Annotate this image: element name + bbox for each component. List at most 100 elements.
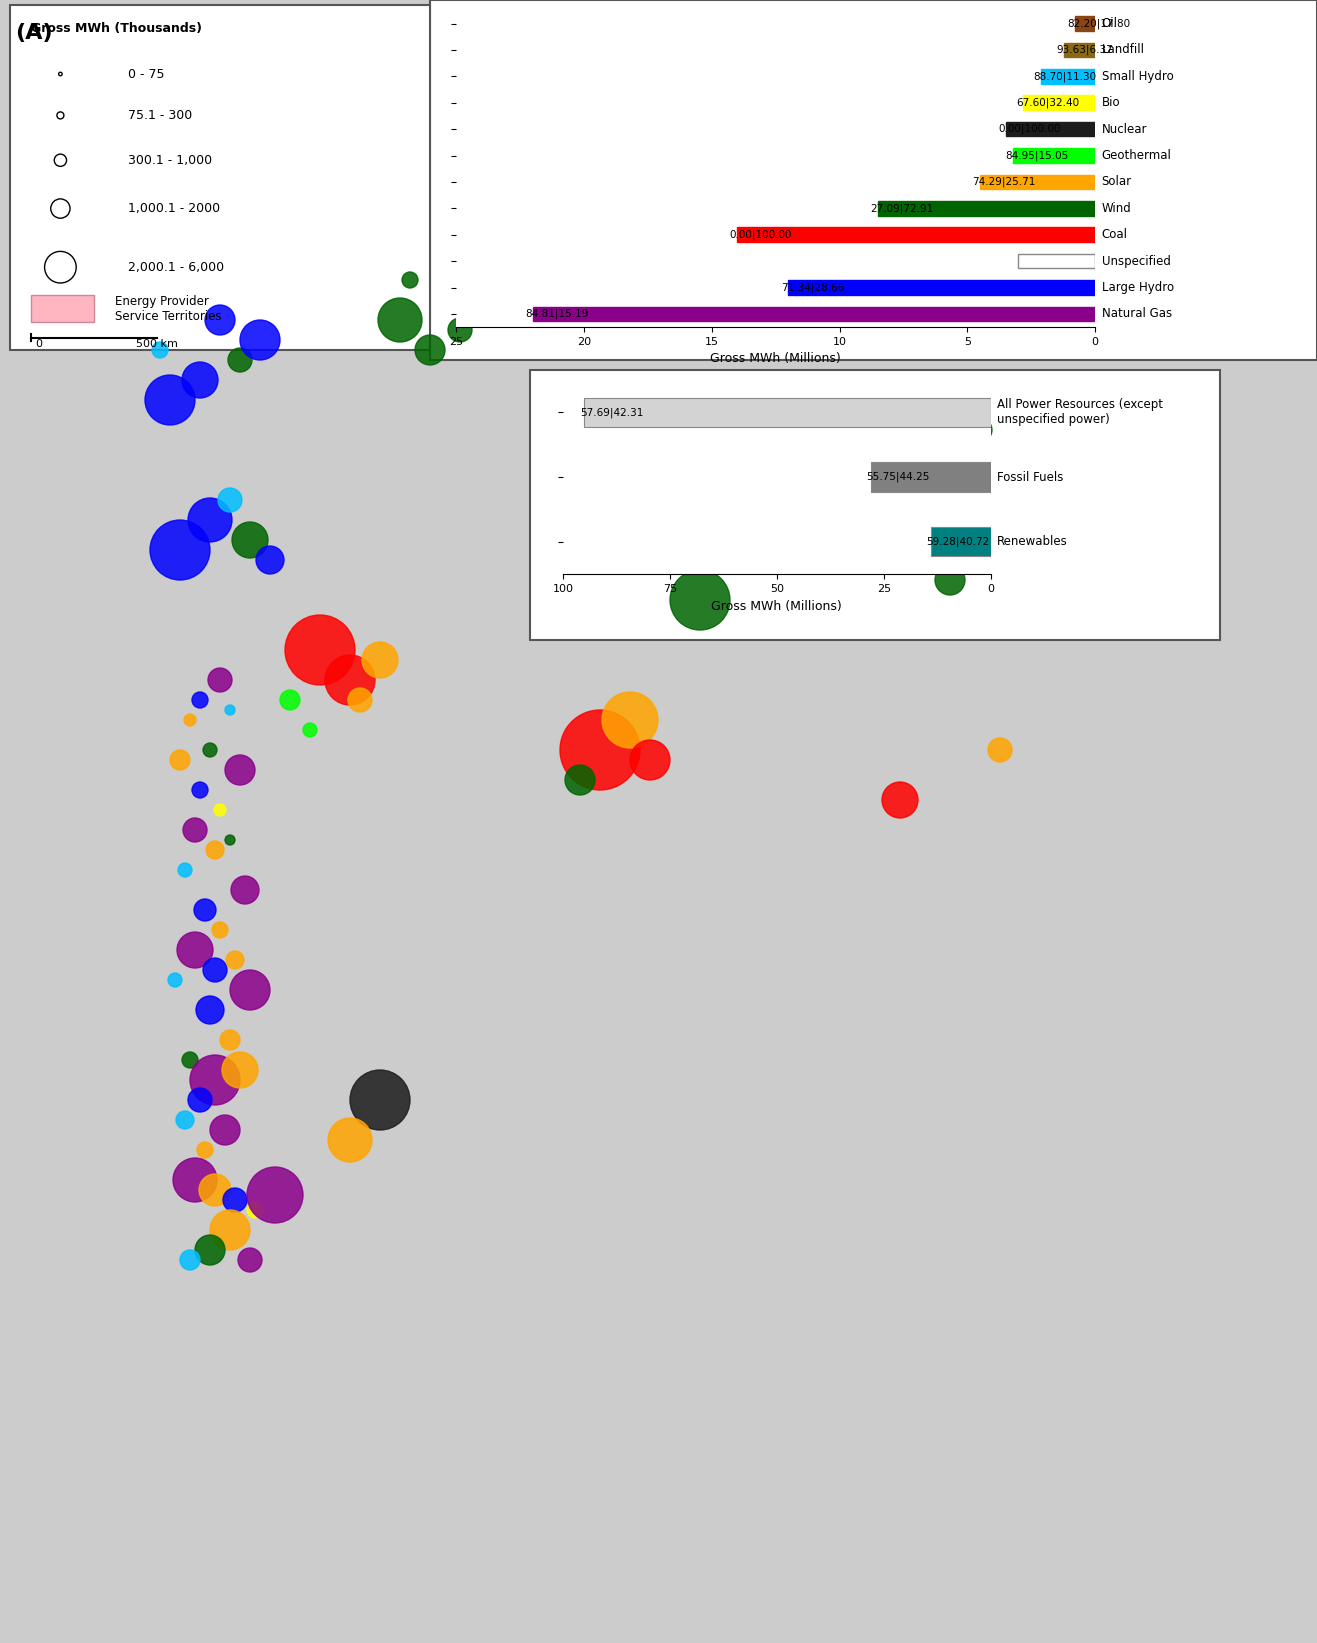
Text: 500 km: 500 km	[136, 340, 178, 350]
Circle shape	[225, 835, 234, 845]
Circle shape	[205, 841, 224, 859]
X-axis label: Gross MWh (Millions): Gross MWh (Millions)	[711, 600, 842, 613]
Circle shape	[348, 688, 371, 711]
Circle shape	[199, 1175, 230, 1206]
Circle shape	[830, 531, 871, 570]
Bar	[878, 200, 1094, 215]
FancyBboxPatch shape	[11, 5, 429, 350]
Circle shape	[190, 1055, 240, 1106]
Circle shape	[145, 375, 195, 426]
Circle shape	[182, 361, 219, 398]
Circle shape	[240, 320, 281, 360]
Bar	[585, 398, 990, 427]
Circle shape	[281, 690, 300, 710]
Bar	[1042, 69, 1094, 84]
Circle shape	[205, 306, 234, 335]
Circle shape	[203, 958, 227, 983]
Text: 82.20|17.80: 82.20|17.80	[1067, 18, 1130, 30]
Text: Energy Provider
Service Territories: Energy Provider Service Territories	[115, 294, 221, 322]
Circle shape	[203, 743, 217, 757]
Bar	[533, 307, 1094, 320]
Text: Renewables: Renewables	[997, 536, 1068, 549]
Point	[50, 102, 71, 128]
Circle shape	[227, 951, 244, 969]
Bar	[1064, 43, 1094, 58]
Circle shape	[225, 705, 234, 715]
Circle shape	[560, 710, 640, 790]
Circle shape	[935, 565, 965, 595]
Circle shape	[180, 1250, 200, 1270]
Text: 74.29|25.71: 74.29|25.71	[972, 177, 1035, 187]
Circle shape	[225, 756, 255, 785]
Text: Fossil Fuels: Fossil Fuels	[997, 470, 1064, 483]
Text: 0: 0	[36, 340, 42, 350]
Circle shape	[151, 342, 169, 358]
Circle shape	[220, 1030, 240, 1050]
Text: Nuclear: Nuclear	[1101, 123, 1147, 136]
Text: Solar: Solar	[1101, 176, 1131, 189]
Text: 93.63|6.37: 93.63|6.37	[1056, 44, 1113, 56]
Circle shape	[198, 1142, 213, 1158]
Text: Large Hydro: Large Hydro	[1101, 281, 1173, 294]
Circle shape	[362, 642, 398, 679]
Circle shape	[169, 973, 182, 987]
Text: 0 - 75: 0 - 75	[128, 67, 165, 81]
Circle shape	[230, 876, 259, 904]
Bar	[1018, 255, 1094, 268]
FancyBboxPatch shape	[429, 0, 1317, 360]
Circle shape	[183, 818, 207, 841]
Text: 75.1 - 300: 75.1 - 300	[128, 108, 192, 122]
Point	[50, 148, 71, 174]
Circle shape	[223, 1188, 248, 1213]
Circle shape	[328, 1117, 371, 1162]
Point	[50, 255, 71, 281]
Text: Unspecified: Unspecified	[1101, 255, 1171, 268]
Circle shape	[248, 1167, 303, 1222]
Bar	[931, 527, 990, 557]
Circle shape	[968, 417, 992, 442]
Circle shape	[170, 749, 190, 771]
Text: Oil: Oil	[1101, 16, 1118, 30]
Circle shape	[195, 1236, 225, 1265]
Circle shape	[350, 1070, 410, 1130]
Bar	[1023, 95, 1094, 110]
Circle shape	[173, 1158, 217, 1203]
Circle shape	[448, 319, 471, 342]
Text: Wind: Wind	[1101, 202, 1131, 215]
Text: 1,000.1 - 2000: 1,000.1 - 2000	[128, 202, 220, 215]
Bar	[1013, 148, 1094, 163]
Text: 0.00|100.00: 0.00|100.00	[998, 123, 1060, 135]
Text: 57.69|42.31: 57.69|42.31	[579, 407, 644, 417]
Circle shape	[238, 1249, 262, 1272]
Circle shape	[988, 738, 1011, 762]
Circle shape	[415, 335, 445, 365]
Text: 88.70|11.30: 88.70|11.30	[1034, 71, 1097, 82]
Text: 27.09|72.91: 27.09|72.91	[871, 204, 934, 214]
Circle shape	[402, 273, 417, 288]
Circle shape	[602, 692, 658, 748]
Text: Coal: Coal	[1101, 228, 1127, 242]
Circle shape	[232, 522, 267, 559]
Circle shape	[378, 297, 421, 342]
Circle shape	[565, 766, 595, 795]
Circle shape	[212, 922, 228, 938]
Text: (A): (A)	[14, 23, 53, 43]
Circle shape	[176, 1111, 194, 1129]
Point	[50, 61, 71, 87]
Circle shape	[630, 739, 670, 780]
Circle shape	[184, 715, 196, 726]
X-axis label: Gross MWh (Millions): Gross MWh (Millions)	[710, 352, 842, 365]
Text: Bio: Bio	[1101, 97, 1121, 108]
Circle shape	[176, 932, 213, 968]
Text: 84.81|15.19: 84.81|15.19	[525, 309, 589, 319]
Text: Gross MWh (Thousands): Gross MWh (Thousands)	[32, 23, 202, 35]
Circle shape	[213, 803, 227, 817]
Text: 2,000.1 - 6,000: 2,000.1 - 6,000	[128, 261, 224, 274]
Circle shape	[178, 863, 192, 877]
Circle shape	[182, 1052, 198, 1068]
Bar	[871, 462, 990, 491]
Circle shape	[209, 1209, 250, 1250]
Circle shape	[228, 348, 252, 371]
Bar	[980, 174, 1094, 189]
Circle shape	[219, 488, 242, 513]
